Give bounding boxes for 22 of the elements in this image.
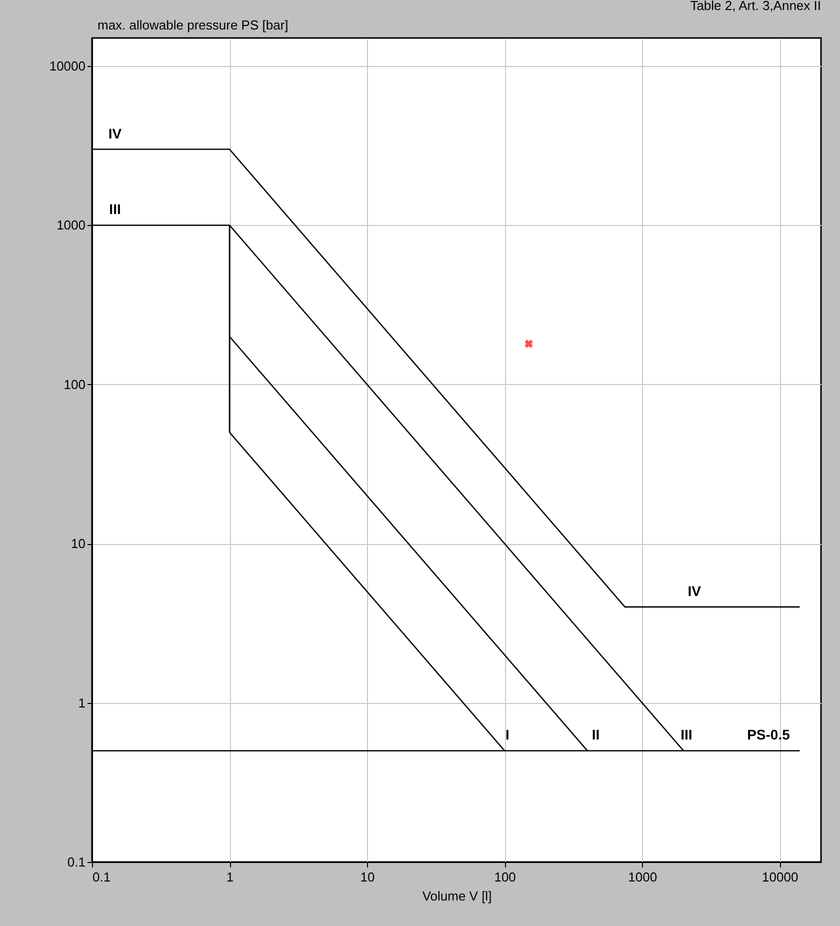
y-axis-title: max. allowable pressure PS [bar] <box>98 18 288 32</box>
y-tick-label: 0.1 <box>67 854 86 870</box>
x-tick-label: 10 <box>360 870 375 884</box>
y-tick-label: 1000 <box>56 218 86 233</box>
y-tick-label: 100 <box>64 376 86 392</box>
y-tick-label: 10 <box>71 536 86 552</box>
annotation: IV <box>108 125 122 142</box>
annotation: III <box>109 201 121 218</box>
annotation: III <box>680 726 692 743</box>
annotation: II <box>592 726 600 743</box>
y-tick-label: 10000 <box>49 58 86 74</box>
x-tick-label: 1 <box>226 870 234 884</box>
annotation: I <box>506 726 510 743</box>
annotation: IV <box>688 582 702 599</box>
y-tick-label: 1 <box>78 695 86 710</box>
x-tick-label: 100 <box>494 870 516 884</box>
annotation: PS-0.5 <box>747 726 790 743</box>
chart-title: Table 2, Art. 3,Annex II <box>690 0 821 13</box>
x-tick-label: 10000 <box>762 870 798 884</box>
x-tick-label: 0.1 <box>92 870 111 884</box>
x-tick-label: 1000 <box>628 870 658 884</box>
x-axis-title: Volume V [l] <box>422 888 492 904</box>
